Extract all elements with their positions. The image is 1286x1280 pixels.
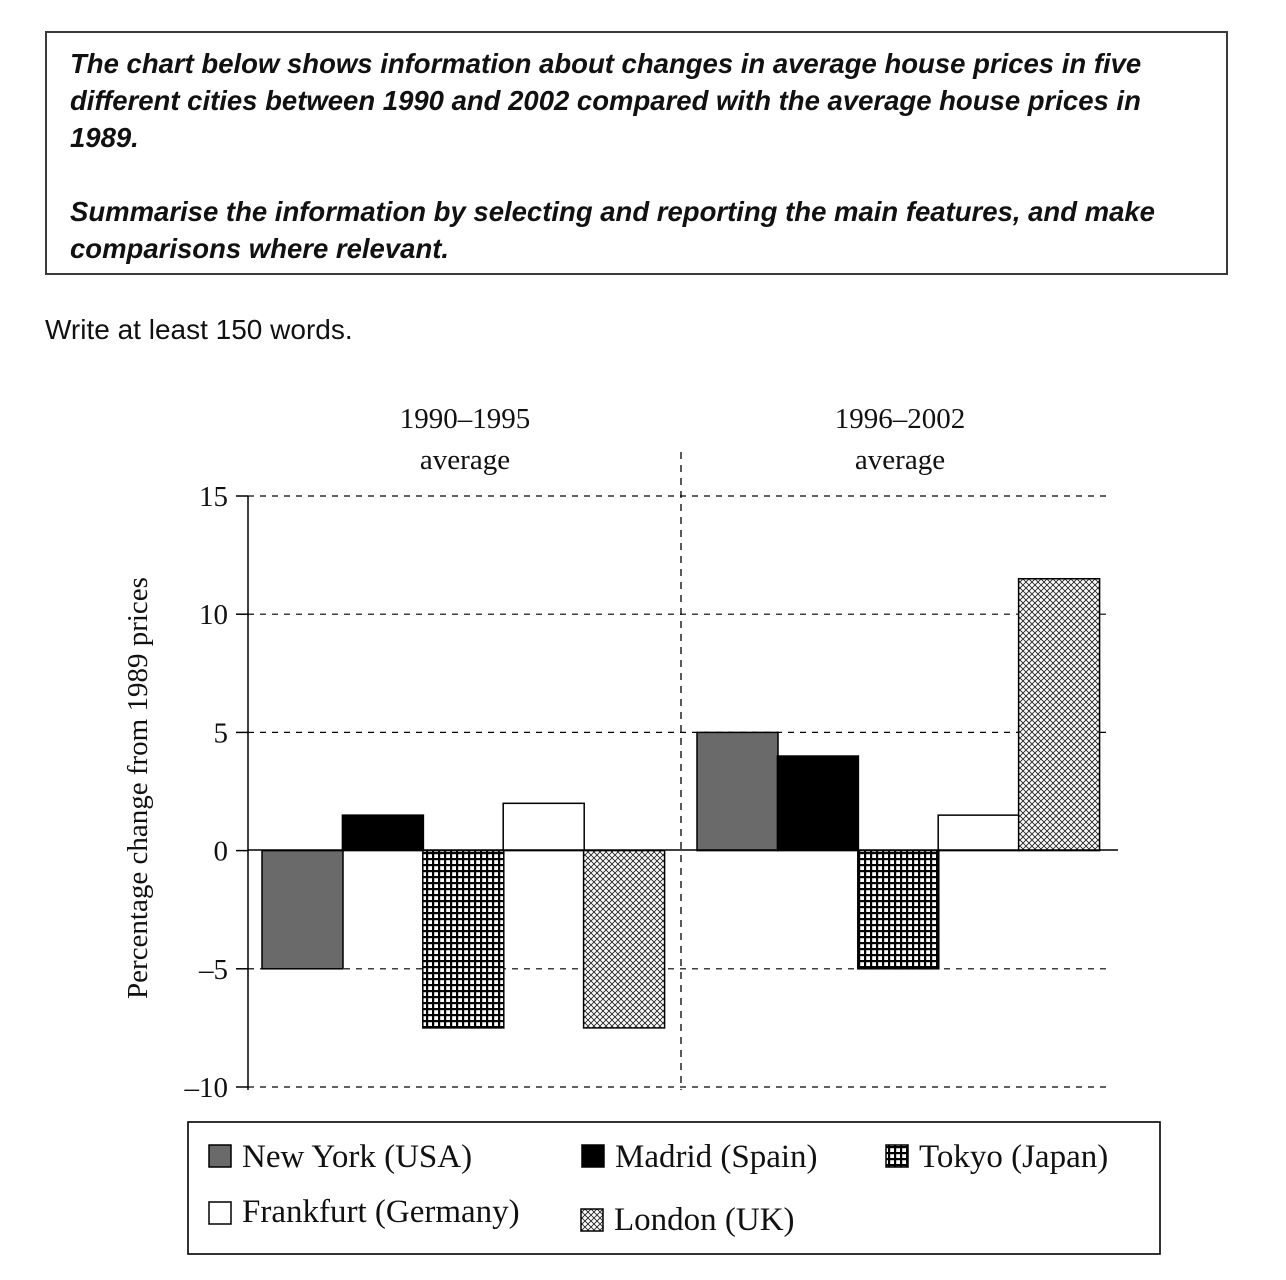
legend-swatch-frankfurt bbox=[208, 1201, 232, 1225]
bar-new-2 bbox=[696, 731, 779, 852]
y-tick-label: 10 bbox=[199, 599, 228, 631]
legend-label-madrid: Madrid (Spain) bbox=[615, 1139, 818, 1175]
y-tick-label: 15 bbox=[199, 481, 228, 513]
group-label-2-line2: average bbox=[855, 444, 945, 476]
y-tick-label: 5 bbox=[214, 717, 229, 749]
bar-madrid-2 bbox=[776, 755, 860, 852]
bar-new-1 bbox=[261, 849, 344, 970]
word-count-instruction: Write at least 150 words. bbox=[45, 314, 353, 345]
legend-label-tokyo: Tokyo (Japan) bbox=[919, 1139, 1108, 1175]
bar-london-2 bbox=[1017, 577, 1101, 852]
task-prompt-box: The chart below shows information about … bbox=[45, 31, 1228, 275]
legend-label-frankfurt: Frankfurt (Germany) bbox=[242, 1194, 520, 1230]
y-axis-ticks: 15 10 5 0 –5 –10 bbox=[184, 481, 248, 1104]
group-label-1-line2: average bbox=[420, 444, 510, 476]
bar-tokyo-1 bbox=[422, 849, 505, 1029]
legend-swatch-london bbox=[580, 1208, 604, 1232]
legend-label-new: New York (USA) bbox=[242, 1139, 472, 1175]
bar-london-1 bbox=[582, 849, 666, 1029]
legend-swatch-tokyo bbox=[885, 1144, 909, 1168]
group-label-1-line1: 1990–1995 bbox=[400, 403, 531, 435]
y-tick-label: 0 bbox=[214, 836, 229, 868]
bars bbox=[261, 577, 1101, 1029]
bar-frankfurt-1 bbox=[502, 802, 585, 852]
bar-frankfurt-2 bbox=[937, 814, 1020, 852]
group-label-2-line1: 1996–2002 bbox=[835, 403, 966, 435]
legend-label-london: London (UK) bbox=[614, 1202, 795, 1238]
legend-swatch-new bbox=[208, 1144, 232, 1168]
legend: New York (USA) Madrid (Spain) Tokyo (Japan… bbox=[208, 1139, 1108, 1238]
y-axis-label: Percentage change from 1989 prices bbox=[122, 577, 154, 999]
y-tick-label: –5 bbox=[198, 954, 228, 986]
task-paragraph-2: Summarise the information by selecting a… bbox=[70, 196, 1155, 264]
gridlines bbox=[248, 495, 1110, 1088]
legend-box bbox=[187, 1121, 1161, 1255]
y-tick-label: –10 bbox=[184, 1072, 229, 1104]
bar-madrid-1 bbox=[341, 814, 425, 852]
legend-swatch-madrid bbox=[581, 1144, 605, 1168]
bar-tokyo-2 bbox=[857, 849, 940, 970]
task-paragraph-1: The chart below shows information about … bbox=[70, 48, 1142, 153]
